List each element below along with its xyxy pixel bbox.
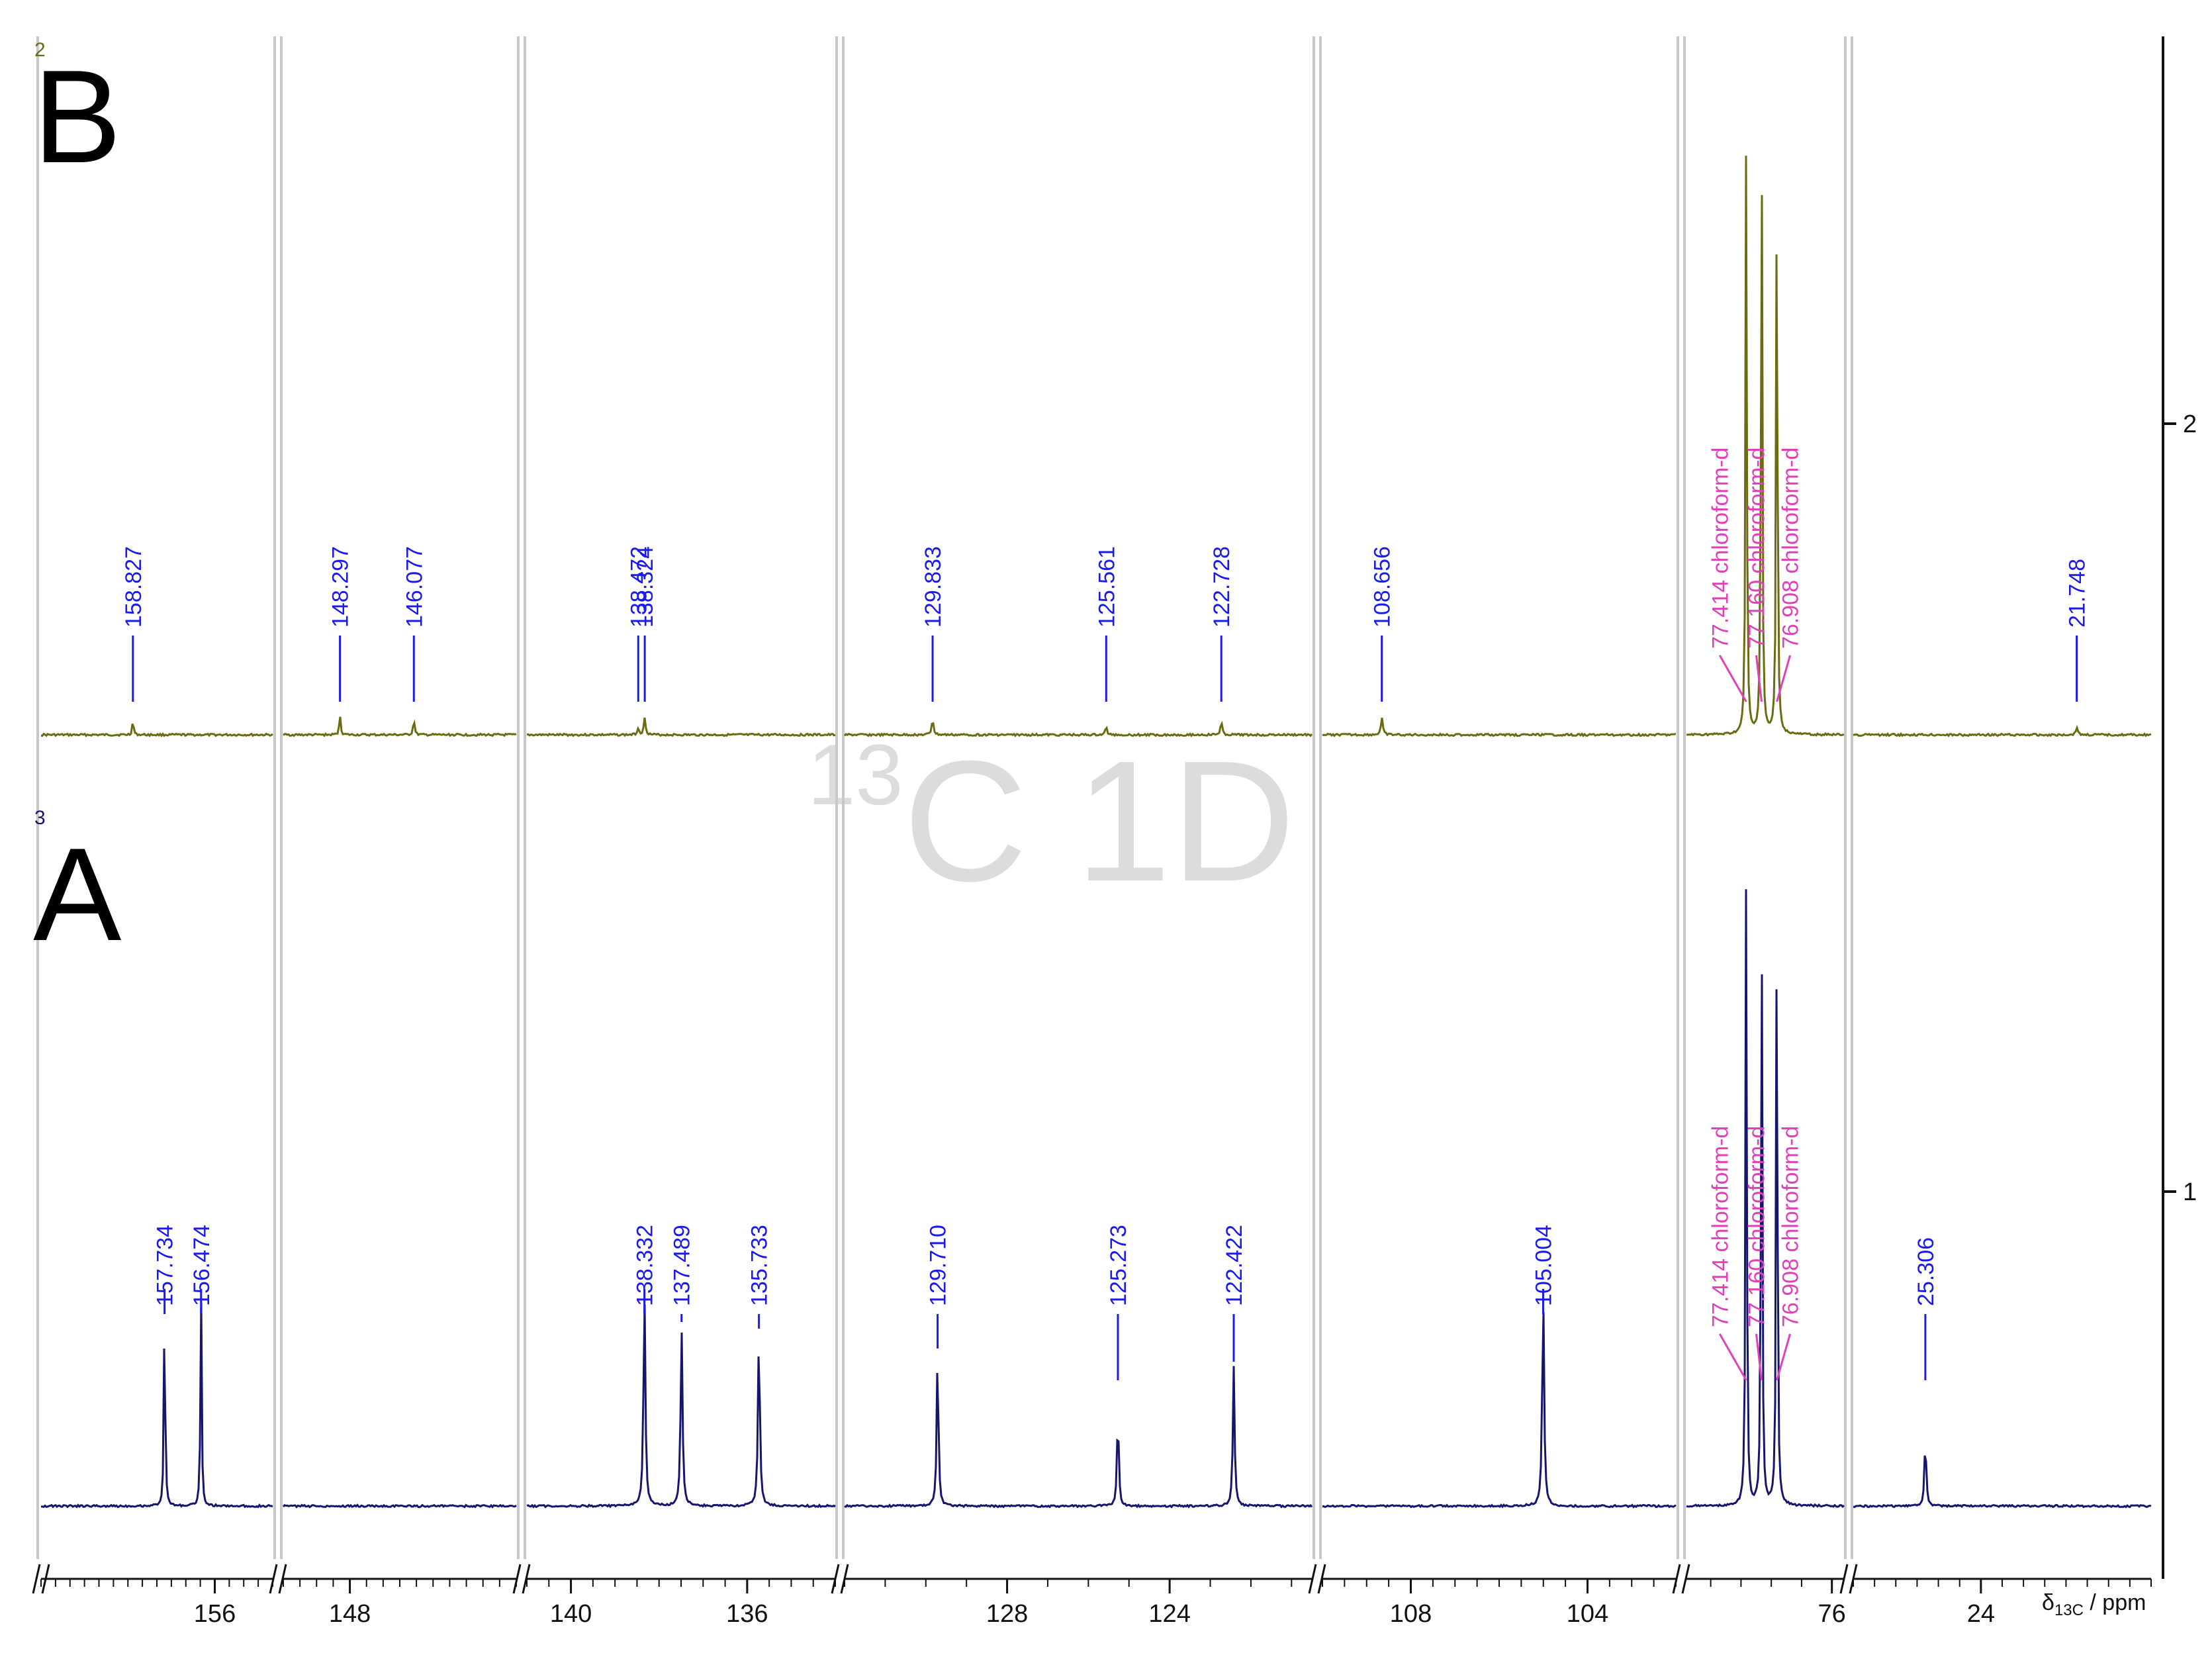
spectrum-trace-segment [283,716,517,737]
x-axis: 156 148 140 136 128 124 108 104 76 24 [32,1564,2152,1628]
spectrum-b [40,156,2152,737]
peak-label: 138.332 [633,1225,658,1306]
peak-label: 158.827 [121,546,146,628]
solvent-peak-label: 77.160 chloroform-d [1745,448,1770,649]
axis-break-mark [1672,1564,1681,1594]
peak-label: 138.472 [626,546,651,628]
panel-label-a: A [33,821,122,968]
spectrum-trace-segment [526,717,836,737]
peak-label: 135.733 [747,1225,772,1306]
row-number-a: 3 [34,807,46,829]
solvent-peak-label: 77.414 chloroform-d [1708,448,1733,649]
x-axis-tick-label: 156 [194,1600,236,1628]
axis-break-mark [1308,1564,1317,1594]
axis-break-mark [269,1564,278,1594]
peak-label: 156.474 [189,1225,214,1306]
segment-dividers [36,36,1853,1559]
row-number-b: 2 [34,39,46,61]
x-axis-tick-label: 76 [1818,1600,1846,1628]
x-axis-tick-label: 148 [329,1600,371,1628]
peak-label: 146.077 [402,546,427,628]
peak-label: 125.273 [1106,1225,1131,1306]
spectrum-a [40,889,2152,1509]
spectrum-trace-segment [1853,724,2152,737]
panel-label-b: B [33,43,121,191]
spectrum-trace-segment [1322,718,1677,737]
spectrum-trace-segment [1686,156,1845,737]
peak-label: 122.728 [1209,546,1234,628]
spectrum-trace-segment [40,723,273,737]
x-axis-label: δ13C / ppm [2042,1590,2146,1619]
peak-label: 21.748 [2065,559,2090,628]
axis-break-mark [831,1564,840,1594]
x-axis-tick-label: 108 [1390,1600,1432,1628]
watermark: 13C 1D [807,726,1295,918]
solvent-peak-label: 77.414 chloroform-d [1708,1126,1733,1327]
solvent-label-leader [1718,655,1747,702]
right-axis-label-2: 2 [2183,410,2197,438]
peak-label: 129.833 [921,546,946,628]
peak-label: 108.656 [1370,546,1395,628]
axis-break-mark [1681,1564,1690,1594]
axis-break-mark [32,1564,41,1594]
peak-label: 138.324 [633,546,658,628]
solvent-label-leader [1755,1333,1763,1381]
spectrum-trace-segment [526,1304,836,1509]
axis-break-mark [41,1564,50,1594]
axis-break-mark [840,1564,849,1594]
spectrum-trace-segment [1322,1312,1677,1509]
solvent-peak-label: 76.908 chloroform-d [1778,448,1804,649]
axis-break-mark [512,1564,522,1594]
peak-label: 157.734 [153,1225,178,1306]
axis-break-mark [278,1564,287,1594]
solvent-label-leader [1755,655,1763,702]
axis-break-mark [1849,1564,1858,1594]
peak-label: 137.489 [670,1225,695,1306]
solvent-peak-label: 77.160 chloroform-d [1745,1126,1770,1327]
spectrum-trace-segment [40,1302,273,1509]
axis-break-mark [1317,1564,1326,1594]
right-axis-label-1: 1 [2183,1178,2197,1206]
right-axis: 2 1 [2162,36,2197,1579]
x-axis-tick-label: 124 [1148,1600,1190,1628]
solvent-label-leader [1776,1333,1792,1381]
peak-label: 129.710 [926,1225,951,1306]
spectrum-trace-segment [844,1366,1313,1509]
axis-break-mark [522,1564,531,1594]
spectrum-trace-segment [843,720,1313,737]
peak-label: 125.561 [1094,546,1119,628]
spectrum-trace-segment [282,1503,517,1509]
solvent-peak-label: 76.908 chloroform-d [1778,1126,1804,1327]
axis-break-mark [1839,1564,1849,1594]
solvent-label-leader [1718,1333,1747,1381]
x-axis-tick-label: 136 [726,1600,768,1628]
x-axis-tick-label: 140 [550,1600,592,1628]
x-axis-tick-label: 24 [1967,1600,1995,1628]
x-axis-tick-label: 104 [1567,1600,1608,1628]
peak-label: 148.297 [328,546,353,628]
peak-label: 105.004 [1531,1225,1556,1306]
peak-label: 122.422 [1222,1225,1247,1306]
spectrum-trace-segment [1686,889,1845,1508]
peak-label: 25.306 [1913,1237,1939,1306]
solvent-label-leader [1776,655,1792,702]
x-axis-tick-label: 128 [986,1600,1028,1628]
spectrum-trace-segment [1853,1455,2152,1509]
